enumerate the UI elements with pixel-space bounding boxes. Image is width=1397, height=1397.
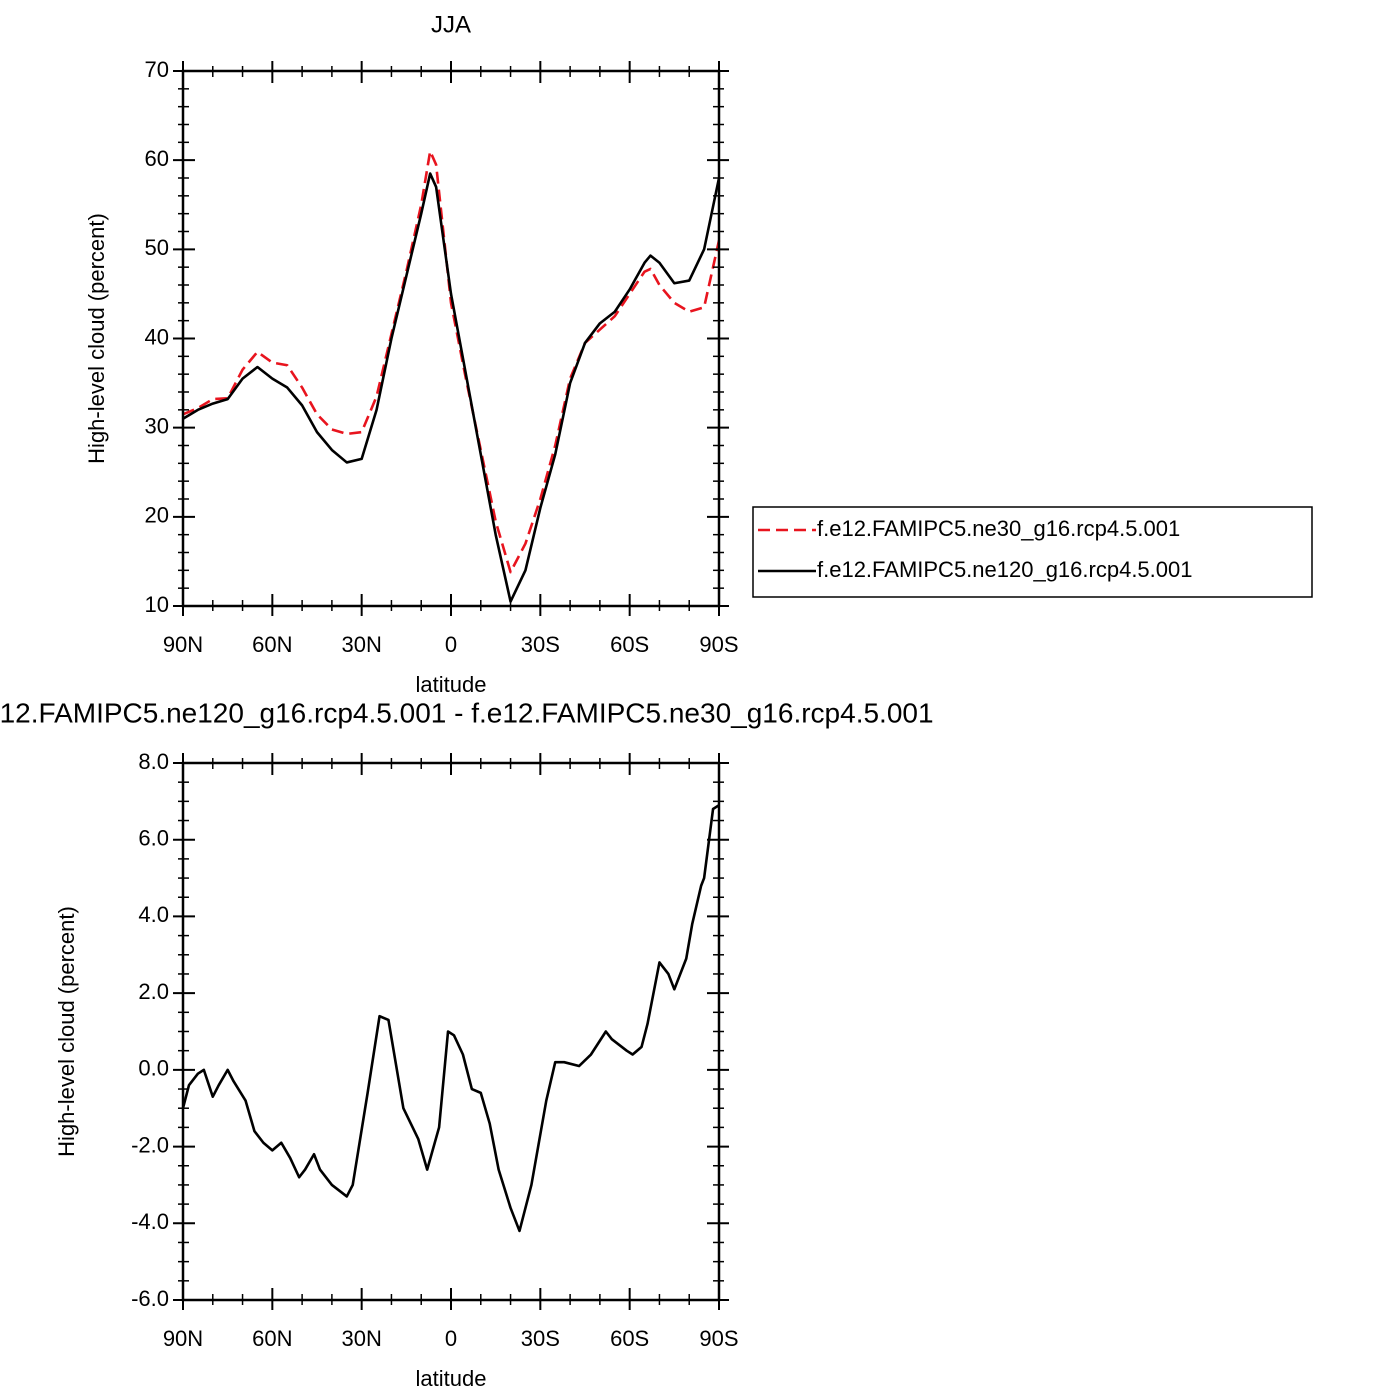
- legend-label: f.e12.FAMIPC5.ne120_g16.rcp4.5.001: [817, 557, 1192, 582]
- y-tick-label: 20: [145, 503, 169, 528]
- y-tick-label: 6.0: [138, 826, 169, 851]
- x-tick-label: 30S: [521, 632, 560, 657]
- x-tick-label: 0: [445, 632, 457, 657]
- x-tick-label: 60S: [610, 632, 649, 657]
- y-axis-label: High-level cloud (percent): [84, 213, 109, 464]
- data-line: [181, 804, 720, 1233]
- chart-title: JJA: [431, 11, 471, 38]
- x-axis-label: latitude: [416, 1366, 487, 1391]
- y-tick-label: 10: [145, 592, 169, 617]
- y-axis-label: High-level cloud (percent): [54, 906, 79, 1157]
- y-tick-label: 8.0: [138, 749, 169, 774]
- plot-frame: [181, 761, 721, 1302]
- y-tick-label: 40: [145, 324, 169, 349]
- x-tick-label: 90N: [163, 1326, 203, 1351]
- y-tick-label: -6.0: [131, 1286, 169, 1311]
- x-tick-label: 30S: [521, 1326, 560, 1351]
- x-tick-label: 30N: [341, 1326, 381, 1351]
- y-tick-label: 4.0: [138, 902, 169, 927]
- y-tick-label: 0.0: [138, 1056, 169, 1081]
- x-tick-label: 60S: [610, 1326, 649, 1351]
- data-line: [182, 149, 721, 574]
- legend-label: f.e12.FAMIPC5.ne30_g16.rcp4.5.001: [817, 516, 1180, 541]
- x-tick-label: 60N: [252, 632, 292, 657]
- y-tick-label: 60: [145, 146, 169, 171]
- x-tick-label: 60N: [252, 1326, 292, 1351]
- x-axis-label: latitude: [416, 672, 487, 697]
- y-tick-label: 2.0: [138, 979, 169, 1004]
- plot-frame: [181, 69, 721, 608]
- y-tick-label: 70: [145, 57, 169, 82]
- x-tick-label: 0: [445, 1326, 457, 1351]
- chart-title: f.e12.FAMIPC5.ne120_g16.rcp4.5.001 - f.e…: [0, 697, 934, 728]
- legend-box: [752, 506, 1313, 598]
- y-tick-label: -4.0: [131, 1209, 169, 1234]
- data-line: [182, 172, 721, 603]
- x-tick-label: 90S: [699, 632, 738, 657]
- y-tick-label: -2.0: [131, 1132, 169, 1157]
- y-tick-label: 50: [145, 235, 169, 260]
- x-tick-label: 90N: [163, 632, 203, 657]
- y-tick-label: 30: [145, 413, 169, 438]
- x-tick-label: 30N: [341, 632, 381, 657]
- x-tick-label: 90S: [699, 1326, 738, 1351]
